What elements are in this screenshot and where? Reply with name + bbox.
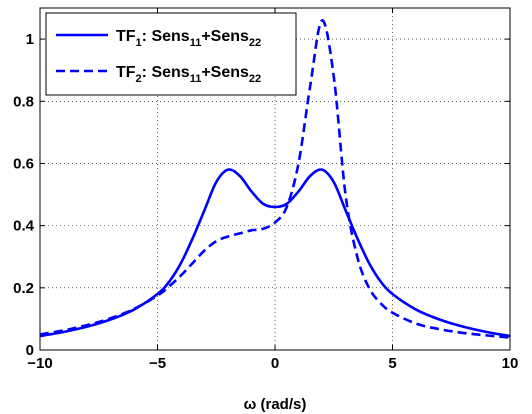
legend-label-2: TF2: Sens11+Sens22: [116, 64, 261, 85]
y-tick-label: 0.4: [13, 218, 35, 235]
y-tick-label: 0.8: [13, 93, 34, 110]
x-tick-label: −5: [149, 355, 166, 372]
ticks: [39, 8, 511, 351]
y-tick-label: 0.2: [13, 280, 34, 297]
x-tick-label: 10: [502, 355, 519, 372]
legend-box: [45, 12, 297, 96]
y-tick-label: 0: [26, 342, 34, 359]
x-tick-label: −10: [27, 355, 52, 372]
series-line-1: [39, 168, 511, 338]
legend: TF1: Sens11+Sens22 TF2: Sens11+Sens22: [45, 12, 297, 96]
tick-labels: −10 −5 0 5 10 0 0.2 0.4 0.6 0.8 1: [13, 31, 518, 372]
y-tick-label: 0.6: [13, 155, 34, 172]
series-line-2: [39, 19, 511, 339]
x-axis-label: ω (rad/s): [244, 396, 307, 413]
series-layer: [39, 19, 511, 339]
legend-label-1: TF1: Sens11+Sens22: [116, 28, 261, 49]
x-tick-label: 5: [388, 355, 396, 372]
x-tick-label: 0: [271, 355, 279, 372]
y-tick-label: 1: [26, 31, 34, 48]
